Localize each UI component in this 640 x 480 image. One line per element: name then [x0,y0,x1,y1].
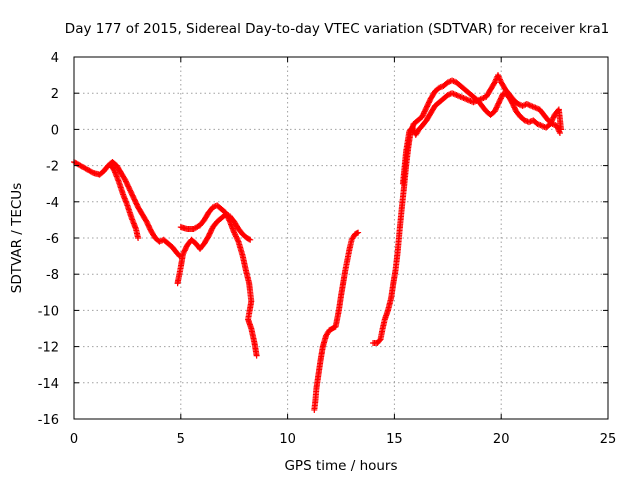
y-tick-label: 4 [51,51,59,66]
x-tick-label: 15 [386,432,403,447]
y-axis-label: SDTVAR / TECUs [9,183,25,293]
grid [74,57,608,419]
x-tick-label: 5 [177,432,185,447]
data-point [354,230,361,237]
data-point [234,237,241,244]
data-point [226,217,233,224]
x-tick-label: 20 [493,432,510,447]
y-tick-label: -12 [38,341,59,356]
y-tick-label: -6 [46,232,59,247]
y-tick-label: 2 [51,87,59,102]
x-axis-label: GPS time / hours [284,458,397,474]
data-point [135,235,142,241]
y-tick-label: -16 [38,413,59,428]
y-axis: 4 2 0 -2 -4 -6 -8 -10 -12 -14 -16 [38,51,608,428]
y-tick-label: 0 [51,123,59,138]
data-points [71,72,565,413]
y-tick-label: -4 [46,196,59,211]
x-tick-label: 10 [279,432,296,447]
y-tick-label: -10 [38,304,59,319]
data-point [355,229,362,236]
data-point [556,130,563,137]
data-point [491,80,498,87]
y-tick-label: -2 [46,160,59,175]
y-tick-label: -8 [46,268,59,283]
data-point [520,102,527,109]
data-point [253,352,260,359]
x-tick-label: 0 [70,432,78,447]
data-point [247,236,254,243]
y-tick-label: -14 [38,377,59,392]
x-tick-label: 25 [600,432,617,447]
data-point [246,236,253,243]
chart-title: Day 177 of 2015, Sidereal Day-to-day VTE… [65,21,609,37]
x-axis: 0 5 10 15 20 25 [70,57,616,447]
